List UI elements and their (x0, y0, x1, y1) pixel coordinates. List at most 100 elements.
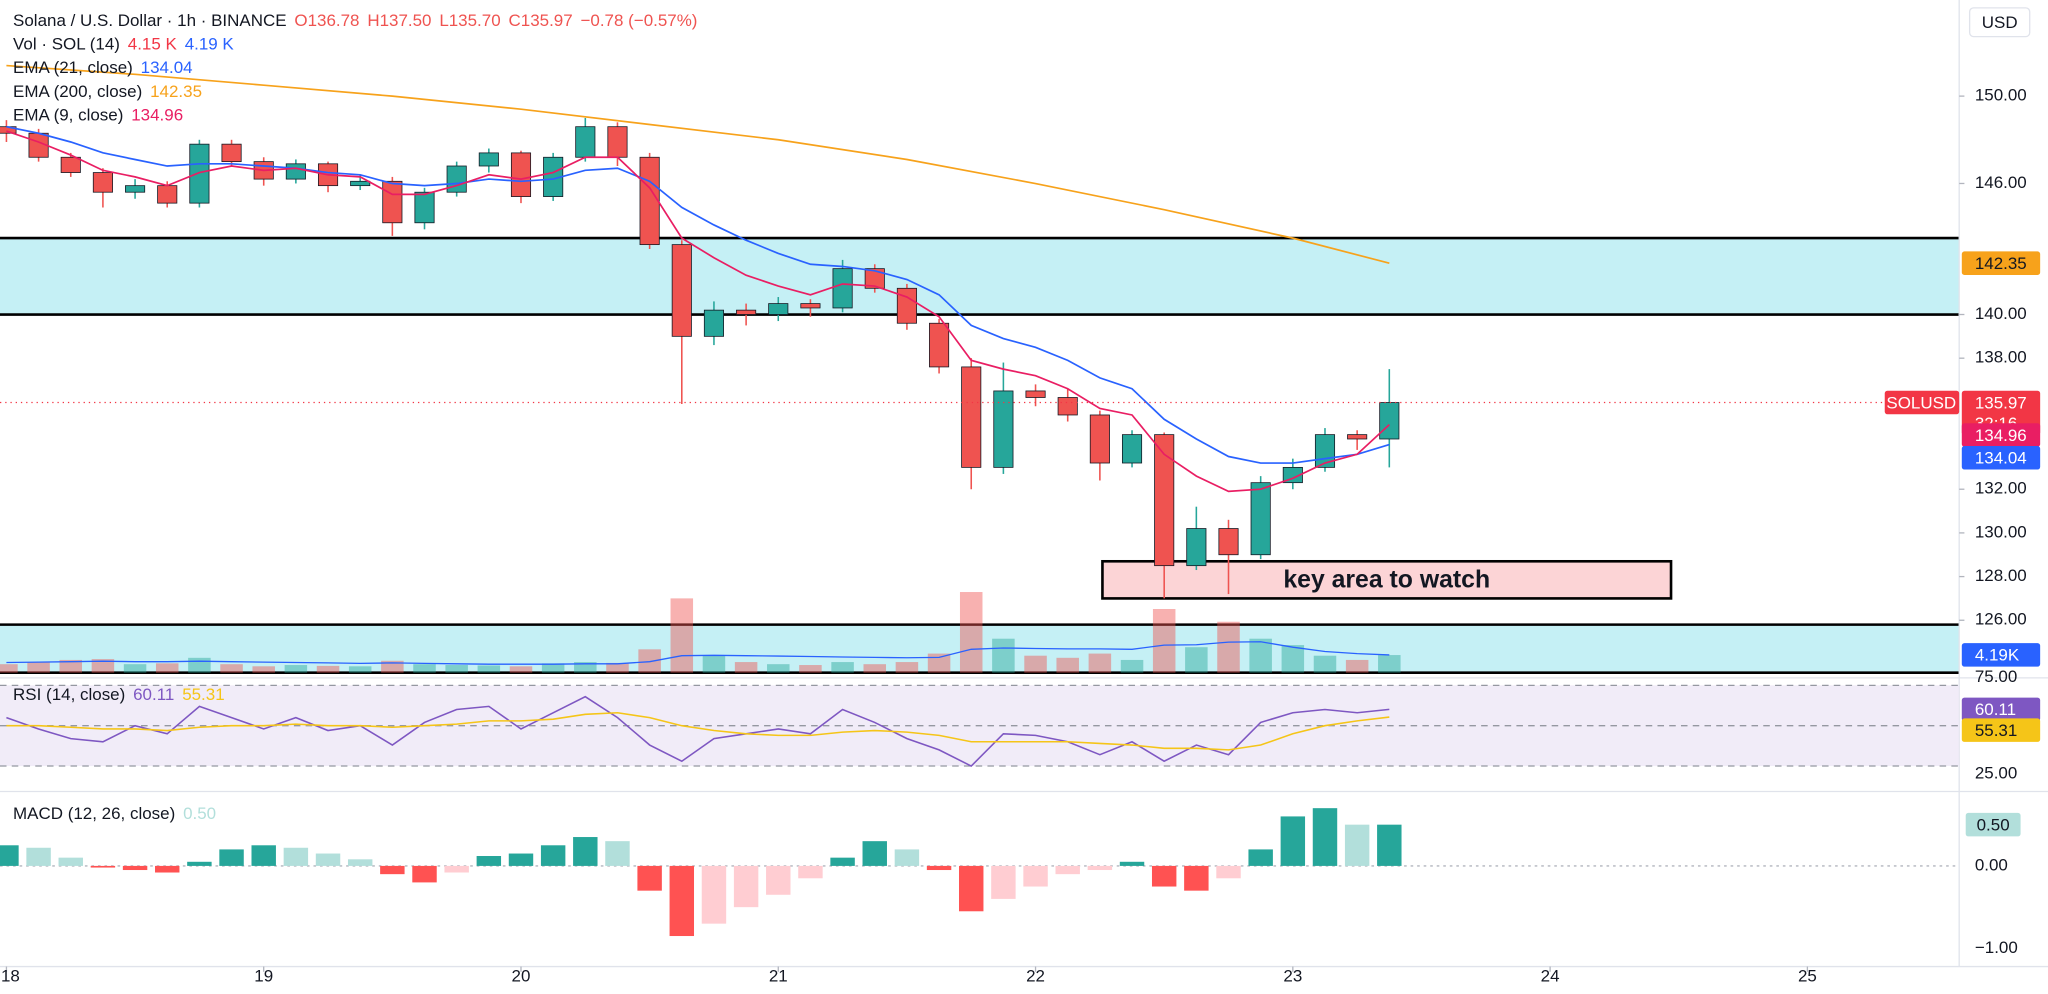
ema-line (6, 130, 1390, 493)
volume-bar (252, 666, 275, 673)
candle-body (1057, 397, 1078, 416)
volume-bar (1378, 655, 1401, 673)
legend-text: RSI (14, close) (13, 686, 125, 705)
price-tag: 135.97 (1975, 393, 2027, 412)
volume-bar (91, 659, 115, 673)
symbol-tag-bg (1884, 390, 1960, 415)
volume-bar (1024, 655, 1047, 673)
candle-body (575, 126, 596, 158)
macd-bar (90, 865, 116, 868)
candle-body (929, 322, 950, 368)
volume-bar (992, 638, 1015, 673)
ema-line (6, 125, 1390, 464)
candle-body (1250, 482, 1271, 556)
volume-bar (606, 662, 629, 673)
volume-bar (863, 664, 887, 673)
macd-tag-bg (1965, 812, 2021, 837)
candle-body (285, 163, 306, 180)
legend-text: EMA (21, close) (13, 59, 133, 78)
macd-bar (669, 865, 695, 937)
candle-body (414, 191, 435, 224)
x-tick-label: 20 (512, 966, 531, 985)
macd-bar (1248, 849, 1273, 866)
volume-bar (1281, 645, 1305, 673)
candle-body (1089, 414, 1110, 464)
candle-body (961, 366, 982, 468)
ema9-tag: 134.96 (1975, 426, 2027, 445)
legend-text: EMA (200, close) (13, 82, 142, 101)
macd-bar (959, 865, 984, 912)
volume-ma-tag: 4.19K (1975, 646, 2020, 665)
macd-bar (1023, 865, 1048, 887)
volume-bar (445, 665, 468, 673)
volume-bar (381, 660, 404, 673)
candle-body (350, 180, 371, 187)
volume-bar (1313, 655, 1337, 673)
legend-text: 142.35 (150, 82, 202, 101)
candle-body (1282, 466, 1303, 484)
zone (0, 238, 1960, 315)
y-tick-label: 150.00 (1975, 86, 2027, 105)
ema9-tag-bg (1961, 423, 2041, 447)
legend-text: O136.78 (294, 12, 359, 31)
candle-body (125, 185, 146, 193)
macd-bar (926, 865, 952, 871)
volume-bar (1249, 638, 1272, 673)
macd-bar (830, 857, 855, 866)
macd-bar (1216, 865, 1241, 879)
macd-bar (991, 865, 1016, 899)
candle-body (1347, 434, 1368, 440)
macd-bar (1377, 824, 1402, 866)
candle-body (832, 268, 853, 309)
currency-box (1968, 7, 2031, 38)
volume-bar (574, 662, 597, 673)
legend-text: H137.50 (367, 12, 431, 31)
x-tick-label: 22 (1026, 966, 1045, 985)
volume-bar (1185, 647, 1208, 673)
y-tick-label: 146.00 (1975, 173, 2027, 192)
legend-row: Vol · SOL (14) 4.15 K 4.19 K (13, 35, 234, 54)
legend-row: EMA (200, close) 142.35 (13, 82, 202, 101)
candle-body (1154, 434, 1175, 567)
volume-bar (348, 666, 372, 673)
candle-body (607, 126, 628, 158)
ema-line (6, 64, 1390, 265)
macd-bar (155, 865, 180, 873)
volume-bar (767, 664, 790, 673)
rsi-ma-tag: 55.31 (1975, 721, 2017, 740)
macd-bar (0, 845, 19, 866)
macd-bar (605, 841, 630, 866)
candle-body (1218, 528, 1239, 556)
currency: USD (1982, 13, 2018, 32)
macd-bar (251, 845, 276, 866)
macd-bar (476, 856, 502, 866)
candle-body (993, 390, 1014, 468)
macd-bar (58, 857, 83, 866)
x-tick-label: 19 (254, 966, 273, 985)
legend-row: RSI (14, close) 60.11 55.31 (13, 686, 225, 705)
annotation-box (1101, 559, 1673, 600)
legend-text: MACD (12, 26, close) (13, 805, 175, 824)
volume-bar (895, 662, 919, 673)
volume-bar (1056, 657, 1079, 673)
x-tick-label: 25 (1798, 966, 1817, 985)
volume-bar (284, 665, 308, 673)
legend-text: 0.50 (183, 805, 216, 824)
candle-body (382, 180, 403, 224)
legend-text: EMA (9, close) (13, 106, 123, 125)
macd-bar (26, 847, 51, 866)
candle-body (864, 268, 885, 289)
candle-body (1186, 528, 1207, 567)
macd-bar (637, 865, 662, 891)
candle-body (671, 244, 692, 337)
macd-bar (1280, 816, 1306, 866)
volume-bar (1120, 659, 1144, 673)
volume-bar (1345, 659, 1369, 673)
legend-row: Solana / U.S. Dollar · 1h · BINANCE O136.… (13, 12, 697, 31)
macd-bar (1184, 865, 1209, 891)
volume-bar (1152, 609, 1176, 673)
y-tick-label: 140.00 (1975, 304, 2027, 323)
macd-bar (862, 841, 887, 866)
